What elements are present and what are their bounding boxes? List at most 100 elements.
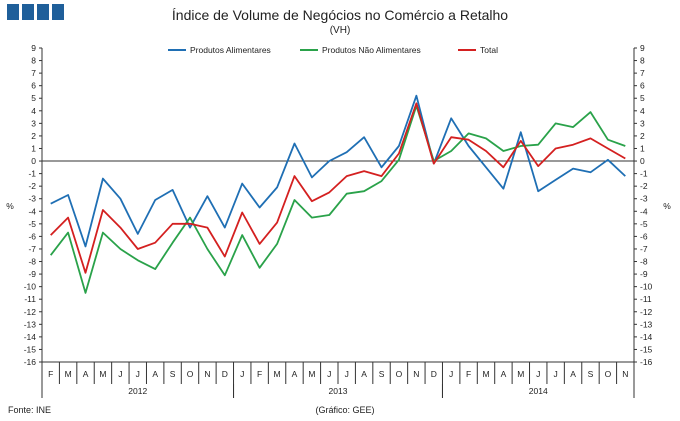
x-tick-label: M [65, 369, 72, 379]
y-tick-label-right: 2 [640, 131, 645, 141]
y-tick-label-right: 7 [640, 68, 645, 78]
y-tick-label-left: -12 [24, 307, 37, 317]
y-tick-label-right: -9 [640, 269, 648, 279]
x-tick-label: A [361, 369, 367, 379]
y-tick-label-left: -5 [28, 219, 36, 229]
y-tick-label-left: 8 [31, 56, 36, 66]
y-tick-label-left: 5 [31, 93, 36, 103]
y-tick-label-left: -14 [24, 332, 37, 342]
y-axis-label-left: % [6, 201, 14, 211]
x-tick-label: N [413, 369, 419, 379]
y-tick-label-left: 2 [31, 131, 36, 141]
y-tick-label-right: -15 [640, 344, 653, 354]
y-tick-label-right: -13 [640, 319, 653, 329]
y-tick-label-right: 6 [640, 81, 645, 91]
y-tick-label-right: -7 [640, 244, 648, 254]
y-tick-label-left: -10 [24, 282, 37, 292]
y-tick-label-left: -6 [28, 231, 36, 241]
x-tick-label: M [308, 369, 315, 379]
footer-credit: (Gráfico: GEE) [315, 405, 374, 415]
x-tick-label: O [396, 369, 403, 379]
x-tick-label: S [588, 369, 594, 379]
y-tick-label-right: 1 [640, 143, 645, 153]
chart-subtitle: (VH) [329, 25, 351, 36]
y-tick-label-right: 0 [640, 156, 645, 166]
y-tick-label-left: 3 [31, 118, 36, 128]
x-tick-label: M [274, 369, 281, 379]
x-tick-label: F [48, 369, 53, 379]
y-tick-label-left: -2 [28, 181, 36, 191]
y-tick-label-left: -8 [28, 257, 36, 267]
logo-block [7, 4, 19, 20]
y-tick-label-left: -3 [28, 194, 36, 204]
x-tick-label: F [466, 369, 471, 379]
y-tick-label-right: -10 [640, 282, 653, 292]
x-tick-label: J [554, 369, 558, 379]
x-tick-label: M [482, 369, 489, 379]
series-line [49, 104, 626, 294]
y-tick-label-left: -15 [24, 344, 37, 354]
logo-block [37, 4, 49, 20]
x-tick-label: A [501, 369, 507, 379]
y-tick-label-left: -7 [28, 244, 36, 254]
y-tick-label-left: 6 [31, 81, 36, 91]
y-tick-label-right: -14 [640, 332, 653, 342]
logo-block [52, 4, 64, 20]
x-tick-label: M [99, 369, 106, 379]
x-tick-label: D [222, 369, 228, 379]
x-tick-label: S [170, 369, 176, 379]
y-tick-label-right: -11 [640, 294, 652, 304]
y-tick-label-left: -16 [24, 357, 37, 367]
legend-label: Produtos Não Alimentares [322, 45, 421, 55]
series-line [50, 102, 626, 274]
y-tick-label-right: -4 [640, 206, 648, 216]
x-tick-label: O [187, 369, 194, 379]
y-tick-label-left: 0 [31, 156, 36, 166]
y-tick-label-left: 7 [31, 68, 36, 78]
chart-title: Índice de Volume de Negócios no Comércio… [171, 7, 509, 23]
x-tick-label: D [431, 369, 437, 379]
y-tick-label-right: -16 [640, 357, 653, 367]
y-tick-label-left: 4 [31, 106, 36, 116]
x-tick-label: M [517, 369, 524, 379]
y-tick-label-right: 4 [640, 106, 645, 116]
x-tick-label: N [622, 369, 628, 379]
x-tick-label: J [136, 369, 140, 379]
x-tick-label: J [345, 369, 349, 379]
y-tick-label-right: -6 [640, 231, 648, 241]
y-tick-label-left: -13 [24, 319, 37, 329]
x-year-label: 2013 [329, 386, 348, 396]
x-tick-label: A [152, 369, 158, 379]
y-tick-label-right: -8 [640, 257, 648, 267]
y-tick-label-right: -1 [640, 169, 648, 179]
x-year-label: 2012 [128, 386, 147, 396]
y-tick-label-right: 9 [640, 43, 645, 53]
legend-label: Total [480, 45, 498, 55]
y-tick-label-left: 1 [31, 143, 36, 153]
x-year-label: 2014 [529, 386, 548, 396]
y-tick-label-right: 5 [640, 93, 645, 103]
y-tick-label-left: -9 [28, 269, 36, 279]
y-tick-label-left: -1 [28, 169, 36, 179]
x-tick-label: N [204, 369, 210, 379]
y-tick-label-left: 9 [31, 43, 36, 53]
logo [7, 4, 64, 20]
x-tick-label: J [449, 369, 453, 379]
x-tick-label: J [240, 369, 244, 379]
x-tick-label: A [292, 369, 298, 379]
logo-block [22, 4, 34, 20]
y-tick-label-left: -4 [28, 206, 36, 216]
y-tick-label-right: -2 [640, 181, 648, 191]
x-tick-label: S [379, 369, 385, 379]
y-axis-label-right: % [663, 201, 671, 211]
x-tick-label: A [83, 369, 89, 379]
x-tick-label: A [570, 369, 576, 379]
x-tick-label: J [118, 369, 122, 379]
y-tick-label-right: -3 [640, 194, 648, 204]
legend-label: Produtos Alimentares [190, 45, 271, 55]
series-line [50, 94, 626, 248]
y-tick-label-right: 8 [640, 56, 645, 66]
x-tick-label: O [605, 369, 612, 379]
x-tick-label: J [536, 369, 540, 379]
